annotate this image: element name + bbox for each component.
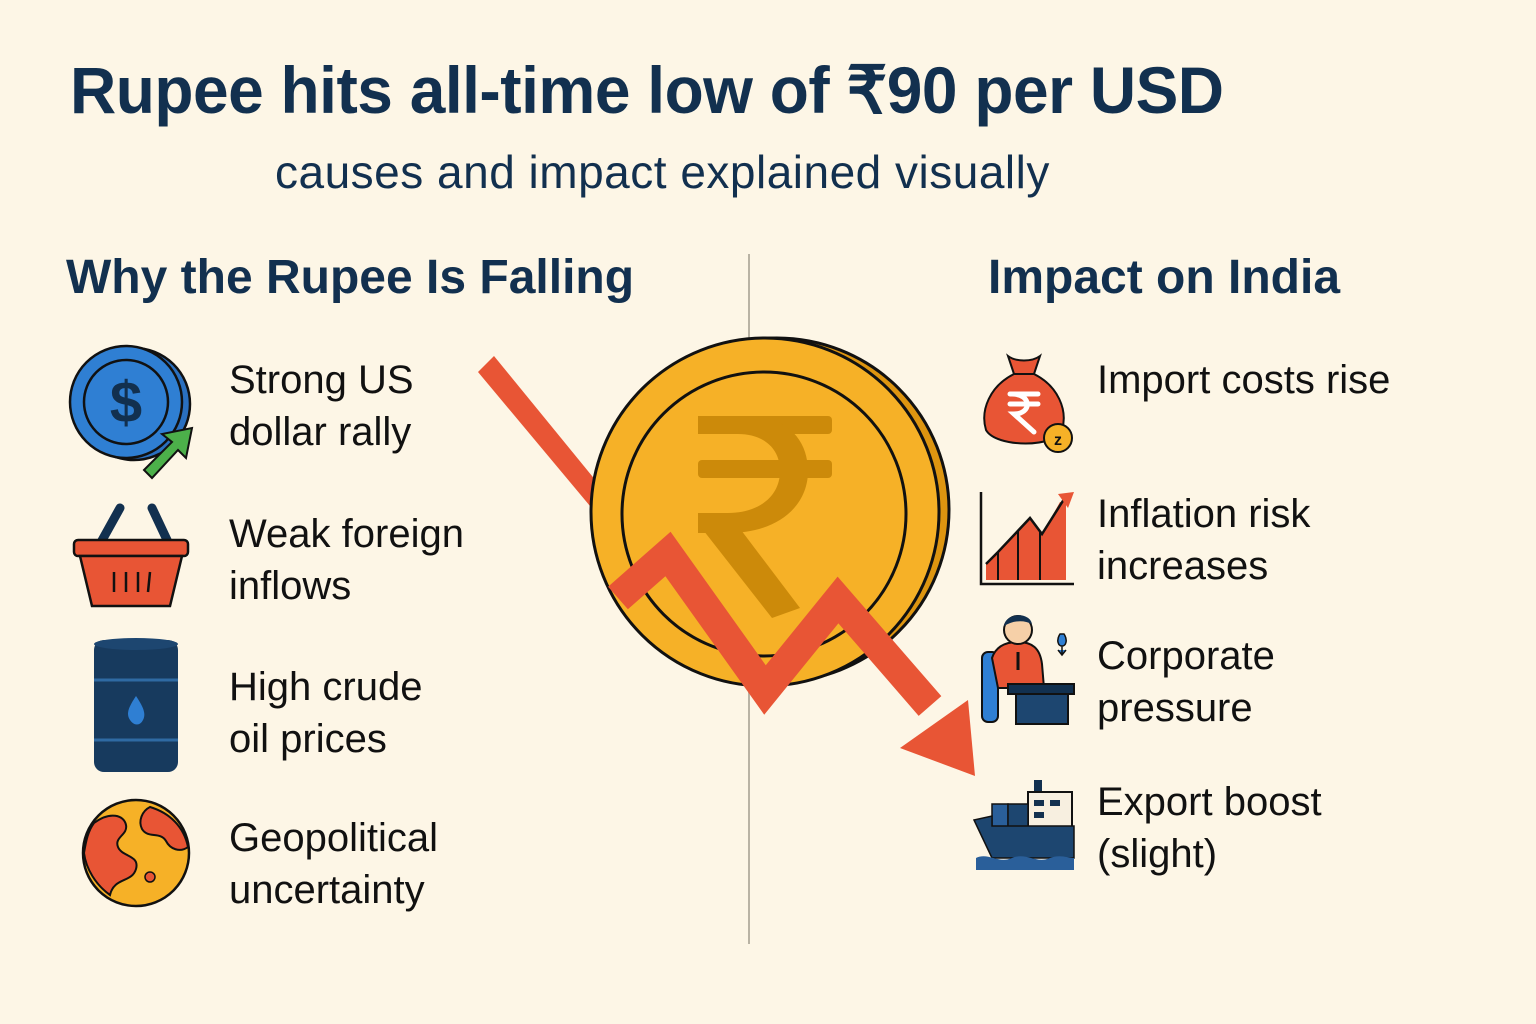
left-section-title: Why the Rupee Is Falling xyxy=(66,251,635,304)
svg-text:$: $ xyxy=(110,370,142,435)
cause-label-line2: uncertainty xyxy=(229,868,425,912)
cause-label-line1: Strong US xyxy=(229,358,414,402)
stressed-worker-at-desk-icon xyxy=(981,615,1075,725)
rupee-coin-with-falling-arrow-icon xyxy=(478,336,975,776)
impact-label-line1: Corporate xyxy=(1097,634,1275,678)
page-subtitle: causes and impact explained visually xyxy=(275,146,1050,198)
cause-label-line1: High crude xyxy=(229,665,423,709)
cause-label-line2: inflows xyxy=(229,564,352,608)
cause-label-line1: Geopolitical xyxy=(229,816,439,860)
impact-label-line2: pressure xyxy=(1097,686,1253,730)
impact-label-line1: Export boost xyxy=(1097,780,1322,824)
cause-label-line1: Weak foreign xyxy=(229,512,464,556)
impact-label-line2: (slight) xyxy=(1097,832,1218,876)
dollar-coin-rising-icon: $ xyxy=(68,344,194,480)
cause-label-line2: dollar rally xyxy=(229,410,412,454)
right-section-title: Impact on India xyxy=(988,251,1341,304)
rising-bar-chart-icon xyxy=(979,492,1074,586)
page-title: Rupee hits all-time low of ₹90 per USD xyxy=(70,53,1224,127)
svg-text:z: z xyxy=(1054,432,1062,449)
shopping-basket-icon xyxy=(72,503,190,608)
rupee-money-bag-icon: z xyxy=(983,353,1073,453)
impact-label-line2: increases xyxy=(1097,544,1269,588)
globe-icon xyxy=(81,798,191,908)
impact-label-line1: Inflation risk xyxy=(1097,492,1311,536)
oil-barrel-icon xyxy=(94,638,178,772)
cargo-ship-icon xyxy=(972,780,1075,870)
cause-label-line2: oil prices xyxy=(229,717,387,761)
impact-label-line1: Import costs rise xyxy=(1097,358,1391,402)
